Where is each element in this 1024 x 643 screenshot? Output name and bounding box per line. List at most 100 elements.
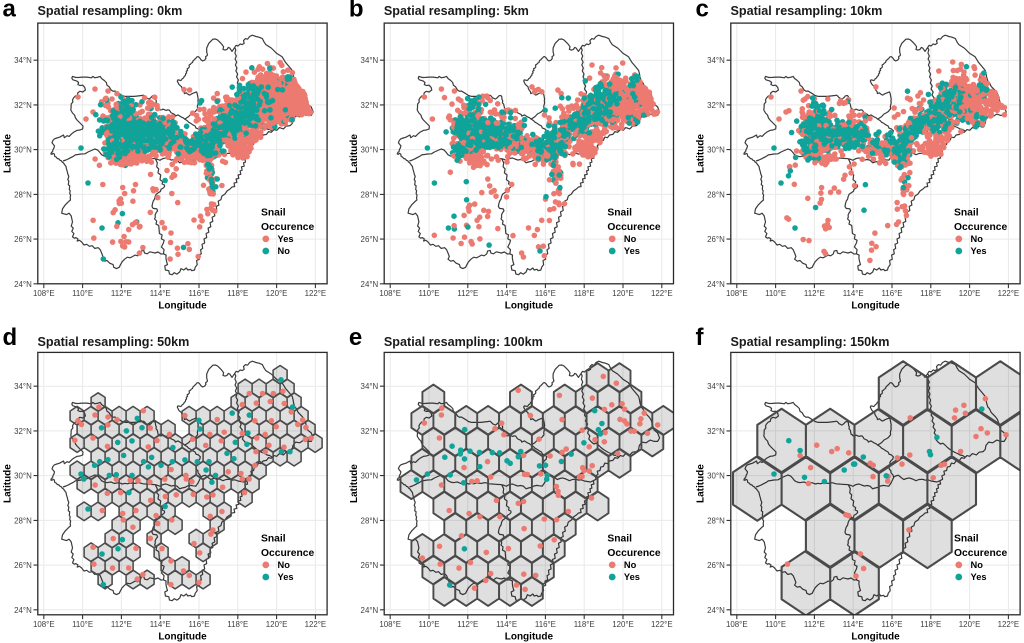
svg-text:Spatial resampling: 150km: Spatial resampling: 150km	[731, 335, 890, 349]
svg-text:d: d	[3, 324, 18, 351]
svg-text:c: c	[696, 0, 709, 22]
svg-text:a: a	[3, 0, 17, 22]
svg-text:122°E: 122°E	[305, 620, 327, 629]
svg-text:112°E: 112°E	[111, 289, 132, 298]
svg-text:116°E: 116°E	[189, 620, 210, 629]
svg-text:28°N: 28°N	[707, 190, 725, 199]
svg-text:Snail: Snail	[261, 533, 286, 544]
svg-text:116°E: 116°E	[535, 289, 556, 298]
svg-text:112°E: 112°E	[804, 289, 825, 298]
svg-text:24°N: 24°N	[707, 280, 725, 289]
svg-text:120°E: 120°E	[612, 289, 634, 298]
svg-text:34°N: 34°N	[707, 56, 725, 65]
svg-text:118°E: 118°E	[574, 289, 595, 298]
svg-text:34°N: 34°N	[361, 382, 379, 391]
svg-text:116°E: 116°E	[189, 289, 210, 298]
svg-text:Snail: Snail	[261, 207, 286, 218]
svg-text:30°N: 30°N	[361, 146, 379, 155]
svg-text:26°N: 26°N	[707, 235, 725, 244]
svg-text:110°E: 110°E	[765, 620, 786, 629]
svg-text:Yes: Yes	[624, 246, 640, 256]
svg-text:108°E: 108°E	[379, 289, 401, 298]
svg-text:108°E: 108°E	[33, 620, 55, 629]
svg-text:108°E: 108°E	[726, 620, 748, 629]
svg-text:No: No	[278, 246, 291, 256]
svg-text:28°N: 28°N	[361, 190, 379, 199]
svg-text:Latitude: Latitude	[349, 464, 360, 503]
svg-text:b: b	[349, 0, 364, 22]
svg-text:122°E: 122°E	[998, 289, 1020, 298]
svg-text:110°E: 110°E	[419, 289, 440, 298]
svg-text:118°E: 118°E	[920, 289, 941, 298]
svg-text:Longitude: Longitude	[851, 301, 900, 312]
svg-text:Snail: Snail	[607, 207, 632, 218]
svg-text:30°N: 30°N	[361, 472, 379, 481]
svg-text:120°E: 120°E	[959, 620, 981, 629]
svg-text:110°E: 110°E	[72, 620, 93, 629]
svg-text:32°N: 32°N	[361, 427, 379, 436]
svg-text:28°N: 28°N	[14, 190, 32, 199]
svg-text:Occurence: Occurence	[607, 222, 661, 233]
svg-text:Yes: Yes	[971, 246, 987, 256]
svg-text:28°N: 28°N	[707, 516, 725, 525]
svg-text:110°E: 110°E	[765, 289, 786, 298]
svg-text:Latitude: Latitude	[696, 464, 707, 503]
svg-text:34°N: 34°N	[361, 56, 379, 65]
svg-text:Spatial resampling: 50km: Spatial resampling: 50km	[38, 335, 190, 349]
svg-text:110°E: 110°E	[419, 620, 440, 629]
svg-text:Spatial resampling: 100km: Spatial resampling: 100km	[384, 335, 543, 349]
svg-text:Occurence: Occurence	[261, 222, 315, 233]
svg-text:120°E: 120°E	[266, 289, 288, 298]
svg-text:26°N: 26°N	[361, 235, 379, 244]
svg-text:118°E: 118°E	[574, 620, 595, 629]
svg-text:24°N: 24°N	[14, 280, 32, 289]
svg-text:108°E: 108°E	[726, 289, 748, 298]
svg-text:30°N: 30°N	[707, 472, 725, 481]
svg-text:Yes: Yes	[278, 572, 294, 582]
svg-text:24°N: 24°N	[707, 606, 725, 615]
svg-text:Longitude: Longitude	[505, 301, 554, 312]
svg-text:112°E: 112°E	[457, 289, 478, 298]
svg-text:Occurence: Occurence	[607, 548, 661, 559]
svg-text:116°E: 116°E	[535, 620, 556, 629]
svg-text:26°N: 26°N	[14, 235, 32, 244]
svg-text:Occurence: Occurence	[261, 548, 315, 559]
svg-text:Latitude: Latitude	[3, 464, 14, 503]
svg-text:Spatial resampling: 0km: Spatial resampling: 0km	[38, 4, 183, 18]
svg-text:28°N: 28°N	[14, 516, 32, 525]
svg-text:118°E: 118°E	[920, 620, 941, 629]
svg-text:114°E: 114°E	[150, 289, 171, 298]
svg-text:26°N: 26°N	[707, 561, 725, 570]
svg-text:Yes: Yes	[278, 234, 294, 244]
svg-text:Snail: Snail	[607, 533, 632, 544]
svg-text:108°E: 108°E	[33, 289, 55, 298]
svg-text:28°N: 28°N	[361, 516, 379, 525]
svg-text:118°E: 118°E	[227, 620, 248, 629]
svg-text:No: No	[624, 234, 637, 244]
svg-text:24°N: 24°N	[361, 606, 379, 615]
svg-text:34°N: 34°N	[14, 56, 32, 65]
svg-text:Snail: Snail	[954, 207, 979, 218]
svg-text:122°E: 122°E	[998, 620, 1020, 629]
svg-text:f: f	[696, 324, 705, 351]
svg-text:Longitude: Longitude	[851, 632, 900, 643]
svg-text:32°N: 32°N	[14, 427, 32, 436]
svg-text:Snail: Snail	[954, 533, 979, 544]
svg-text:Longitude: Longitude	[158, 301, 207, 312]
svg-text:34°N: 34°N	[707, 382, 725, 391]
svg-text:Occurence: Occurence	[954, 222, 1008, 233]
svg-text:Occurence: Occurence	[954, 548, 1008, 559]
svg-text:e: e	[349, 324, 362, 351]
svg-text:112°E: 112°E	[457, 620, 478, 629]
svg-text:32°N: 32°N	[707, 101, 725, 110]
svg-text:110°E: 110°E	[72, 289, 93, 298]
svg-text:30°N: 30°N	[707, 146, 725, 155]
svg-text:114°E: 114°E	[496, 620, 517, 629]
svg-text:Longitude: Longitude	[505, 632, 554, 643]
svg-text:26°N: 26°N	[14, 561, 32, 570]
svg-text:Latitude: Latitude	[349, 134, 360, 173]
svg-text:24°N: 24°N	[361, 280, 379, 289]
svg-text:24°N: 24°N	[14, 606, 32, 615]
svg-text:32°N: 32°N	[14, 101, 32, 110]
svg-text:108°E: 108°E	[379, 620, 401, 629]
